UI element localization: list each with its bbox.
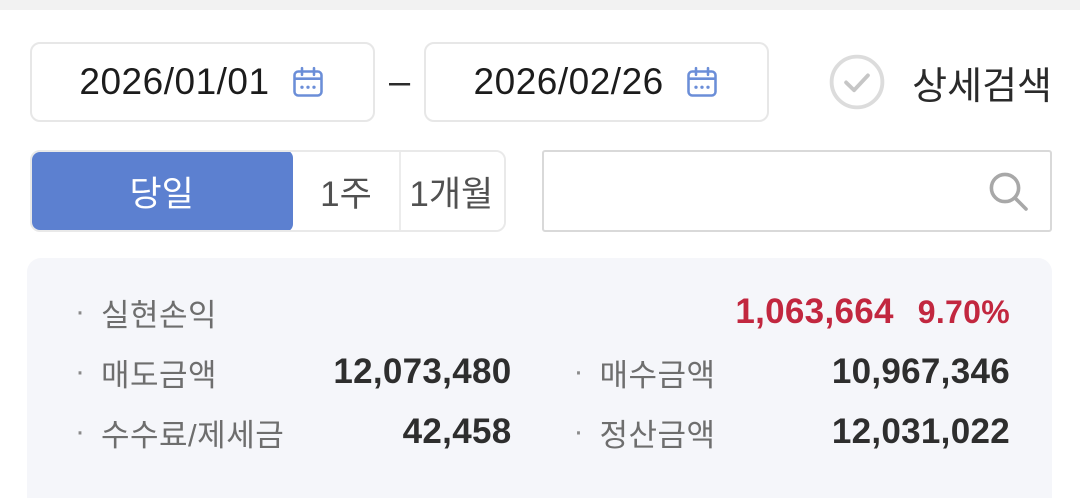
check-circle-icon[interactable] bbox=[828, 53, 886, 111]
date-range-row: 2026/01/01 – 2026/02/26 상세검색 bbox=[30, 42, 1052, 122]
realized-pl-value: 1,063,664 bbox=[735, 292, 894, 331]
search-icon[interactable] bbox=[984, 167, 1032, 215]
fees-taxes-cell: · 수수료/제세금 42,458 bbox=[75, 402, 512, 462]
realized-pl-percent: 9.70% bbox=[917, 293, 1010, 330]
realized-pl-label: 실현손익 bbox=[101, 297, 218, 333]
calendar-icon[interactable] bbox=[290, 64, 326, 100]
settlement-amount-cell: · 정산금액 12,031,022 bbox=[574, 402, 1011, 462]
sell-amount-value: 12,073,480 bbox=[333, 352, 512, 391]
detail-search-toggle[interactable]: 상세검색 bbox=[828, 53, 1052, 111]
search-box[interactable] bbox=[542, 150, 1052, 232]
date-from-value: 2026/01/01 bbox=[79, 61, 270, 102]
tab-today[interactable]: 당일 bbox=[32, 152, 294, 230]
bullet: · bbox=[573, 355, 584, 388]
detail-search-label: 상세검색 bbox=[912, 65, 1052, 108]
fees-taxes-value: 42,458 bbox=[402, 412, 512, 451]
bullet: · bbox=[75, 295, 85, 328]
fees-taxes-label: 수수료/제세금 bbox=[101, 417, 285, 453]
amounts-row: · 매도금액 12,073,480 · 매수금액 10,967,346 bbox=[75, 342, 1010, 402]
search-input[interactable] bbox=[566, 171, 984, 211]
date-range-separator: – bbox=[389, 60, 411, 103]
tab-one-month[interactable]: 1개월 bbox=[398, 152, 504, 230]
sell-amount-label: 매도금액 bbox=[101, 357, 218, 393]
calendar-icon[interactable] bbox=[684, 64, 720, 100]
date-to-value: 2026/02/26 bbox=[473, 61, 664, 102]
realized-pl-row: · 실현손익 1,063,664 9.70% bbox=[75, 282, 1010, 342]
bullet: · bbox=[75, 355, 85, 388]
tab-one-week[interactable]: 1주 bbox=[293, 152, 399, 230]
bullet: · bbox=[573, 415, 584, 448]
buy-amount-label: 매수금액 bbox=[599, 357, 716, 393]
summary-panel: · 실현손익 1,063,664 9.70% · 매도금액 12,073,480… bbox=[27, 258, 1052, 498]
buy-amount-value: 10,967,346 bbox=[831, 352, 1010, 391]
sell-amount-cell: · 매도금액 12,073,480 bbox=[75, 342, 512, 402]
date-from-field[interactable]: 2026/01/01 bbox=[30, 42, 375, 122]
date-to-field[interactable]: 2026/02/26 bbox=[424, 42, 770, 122]
fees-settlement-row: · 수수료/제세금 42,458 · 정산금액 12,031,022 bbox=[75, 402, 1010, 462]
filter-row: 당일 1주 1개월 bbox=[30, 150, 1052, 232]
top-strip bbox=[0, 0, 1080, 10]
buy-amount-cell: · 매수금액 10,967,346 bbox=[574, 342, 1011, 402]
settlement-amount-label: 정산금액 bbox=[599, 417, 716, 453]
settlement-amount-value: 12,031,022 bbox=[831, 412, 1010, 451]
bullet: · bbox=[75, 415, 85, 448]
period-tab-group: 당일 1주 1개월 bbox=[30, 150, 506, 232]
